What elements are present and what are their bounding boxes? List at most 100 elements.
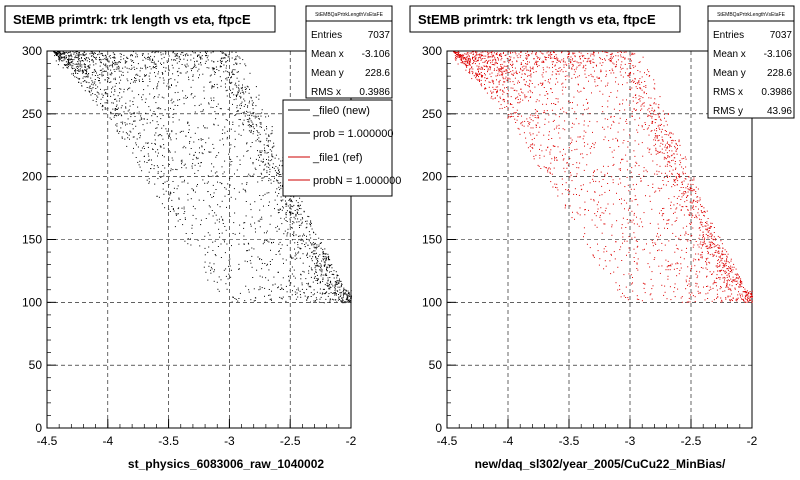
scatter-point <box>95 58 97 60</box>
scatter-point <box>585 76 587 78</box>
scatter-point <box>278 173 279 175</box>
scatter-point <box>475 72 477 74</box>
scatter-point <box>133 147 134 149</box>
scatter-point <box>141 170 143 172</box>
scatter-point <box>171 59 173 61</box>
scatter-point <box>298 251 300 253</box>
scatter-point <box>667 141 668 143</box>
scatter-point <box>185 233 187 234</box>
x-tick-label: -3.5 <box>158 434 179 448</box>
scatter-point <box>462 61 464 63</box>
scatter-point <box>343 292 345 294</box>
scatter-point <box>230 89 231 91</box>
scatter-point <box>691 235 693 237</box>
scatter-point <box>104 64 106 66</box>
scatter-point <box>604 175 606 177</box>
scatter-point <box>106 93 108 95</box>
scatter-point <box>243 129 245 131</box>
scatter-point <box>343 289 344 291</box>
scatter-point <box>63 53 65 55</box>
scatter-point <box>711 274 713 275</box>
scatter-point <box>576 61 578 63</box>
scatter-point <box>341 283 342 285</box>
scatter-point <box>117 65 119 67</box>
scatter-point <box>156 86 158 88</box>
scatter-point <box>656 135 658 137</box>
scatter-point <box>661 128 663 130</box>
scatter-point <box>125 132 127 134</box>
scatter-point <box>224 126 226 128</box>
scatter-point <box>96 72 97 74</box>
scatter-point <box>87 65 89 67</box>
scatter-point <box>333 274 335 276</box>
scatter-point <box>259 150 261 152</box>
scatter-point <box>170 168 172 170</box>
scatter-point <box>161 58 163 60</box>
scatter-point <box>694 301 696 302</box>
scatter-point <box>492 91 494 93</box>
left-scatter-points <box>53 51 352 304</box>
scatter-point <box>97 77 99 78</box>
scatter-point <box>515 98 516 100</box>
scatter-point <box>314 273 315 275</box>
scatter-point <box>540 144 542 146</box>
scatter-point <box>56 55 57 56</box>
scatter-point <box>257 115 259 117</box>
scatter-point <box>131 79 133 80</box>
scatter-point <box>457 55 459 57</box>
scatter-point <box>658 107 660 109</box>
scatter-point <box>119 92 121 94</box>
scatter-point <box>502 67 504 69</box>
scatter-point <box>185 55 186 57</box>
scatter-point <box>625 51 627 53</box>
scatter-point <box>328 293 330 295</box>
scatter-point <box>333 277 335 279</box>
scatter-point <box>596 226 598 228</box>
scatter-point <box>88 91 90 92</box>
scatter-point <box>347 300 349 302</box>
scatter-point <box>699 234 701 236</box>
scatter-point <box>195 66 197 68</box>
scatter-point <box>555 114 557 116</box>
scatter-point <box>127 133 128 135</box>
scatter-point <box>152 51 154 53</box>
scatter-point <box>339 299 341 300</box>
scatter-point <box>166 133 168 135</box>
scatter-point <box>261 109 263 111</box>
scatter-point <box>520 51 522 53</box>
scatter-point <box>643 86 645 87</box>
scatter-point <box>671 160 673 162</box>
scatter-point <box>193 65 195 67</box>
scatter-point <box>726 251 728 253</box>
scatter-point <box>180 160 182 162</box>
scatter-point <box>626 219 628 220</box>
scatter-point <box>329 300 331 302</box>
scatter-point <box>218 152 220 154</box>
scatter-point <box>119 88 121 90</box>
scatter-point <box>569 102 571 103</box>
scatter-point <box>657 250 658 252</box>
scatter-point <box>220 108 222 110</box>
scatter-point <box>657 223 659 225</box>
scatter-point <box>515 97 517 99</box>
scatter-point <box>705 261 706 263</box>
scatter-point <box>348 292 350 294</box>
scatter-point <box>476 54 478 56</box>
scatter-point <box>559 70 561 72</box>
scatter-point <box>148 181 150 183</box>
scatter-point <box>121 137 123 139</box>
scatter-point <box>113 116 115 118</box>
scatter-point <box>174 226 176 228</box>
scatter-point <box>196 60 198 62</box>
scatter-point <box>487 54 489 55</box>
scatter-point <box>158 196 160 198</box>
scatter-point <box>177 99 179 101</box>
scatter-point <box>329 298 331 300</box>
scatter-point <box>617 139 618 141</box>
scatter-point <box>691 202 693 204</box>
legend-label: _file1 (ref) <box>312 152 363 164</box>
scatter-point <box>549 172 551 174</box>
scatter-point <box>176 169 178 171</box>
scatter-point <box>271 154 273 156</box>
scatter-point <box>492 80 494 82</box>
